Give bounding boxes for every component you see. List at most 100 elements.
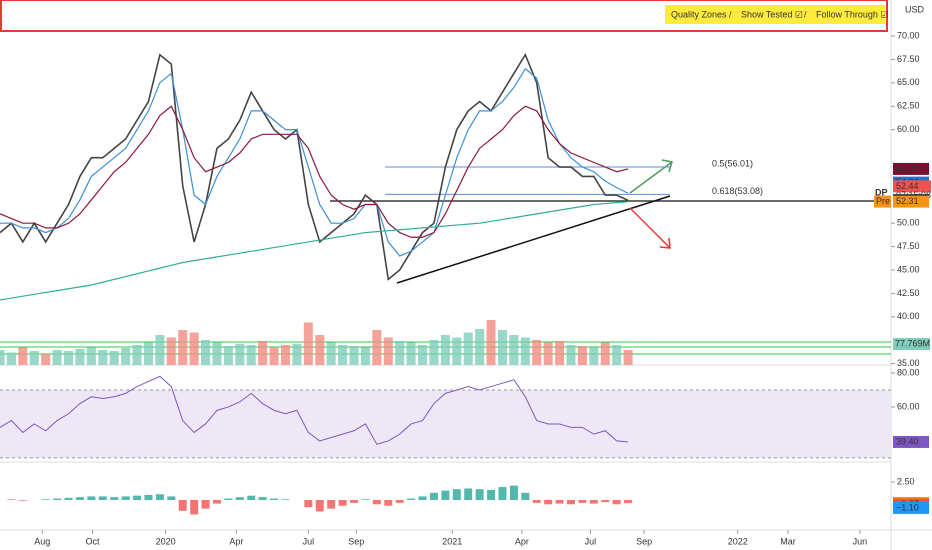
macd-bar <box>224 498 233 500</box>
volume-bar <box>64 351 74 365</box>
x-tick-label: Apr <box>229 536 243 546</box>
countdown: 07:15:08 <box>896 190 931 200</box>
volume-bar <box>132 345 142 365</box>
macd-bar <box>498 487 507 500</box>
macd-bar <box>384 499 393 506</box>
toolbar-quality[interactable]: Quality Zones <box>671 9 727 19</box>
toolbar[interactable] <box>665 5 885 24</box>
volume-bar <box>269 347 279 365</box>
macd-bar <box>612 499 621 505</box>
macd-bar <box>258 497 267 500</box>
last-price <box>893 180 931 193</box>
volume-bar <box>338 345 348 365</box>
volume-bar <box>577 346 587 365</box>
volume-bar <box>166 337 176 365</box>
macd-bar <box>110 497 119 500</box>
x-tick-label: Jul <box>303 536 315 546</box>
macd-bar <box>212 499 221 504</box>
macd-tick-label: 2.50 <box>897 476 915 486</box>
macd-bar <box>133 495 142 500</box>
x-tick-label: Oct <box>85 536 100 546</box>
volume-bar <box>349 346 359 365</box>
x-tick-label: 2020 <box>156 536 176 546</box>
volume-bar <box>109 351 119 365</box>
macd-bar <box>75 497 84 500</box>
rsi-badge-label: 39.40 <box>896 436 919 446</box>
volume-bar <box>497 330 507 365</box>
volume-bar <box>292 344 302 365</box>
toolbar-sep: / <box>804 9 807 19</box>
volume-bar <box>41 354 51 365</box>
volume-bar <box>201 340 211 365</box>
volume-bar <box>235 344 245 365</box>
volume-bar <box>212 342 222 365</box>
volume-bar <box>29 351 39 365</box>
volume-bar <box>600 342 610 365</box>
dp-label: DP <box>875 187 888 197</box>
rsi-tick-label: 60.00 <box>897 401 920 411</box>
volume-bar <box>360 347 370 365</box>
volume-bar <box>0 350 5 365</box>
toolbar-sep: / <box>729 9 732 19</box>
premarket-tag <box>874 195 891 208</box>
volume-bar <box>52 350 62 365</box>
macd-bar <box>350 499 359 503</box>
volume-bar <box>589 347 599 365</box>
macd-bar <box>395 499 404 503</box>
macd-bar <box>304 499 313 508</box>
volume-bar <box>406 342 416 365</box>
y-tick-label: 42.50 <box>897 288 920 298</box>
macd-bar <box>452 489 461 500</box>
volume-bar <box>280 345 290 365</box>
macd-bar <box>338 499 347 506</box>
volume-bar <box>189 332 199 365</box>
macd-bar <box>327 499 336 509</box>
volume-bar <box>143 342 153 365</box>
volume-bar <box>429 340 439 365</box>
macd-bar <box>167 496 176 500</box>
volume-bar <box>155 335 165 365</box>
y-tick-label: 40.00 <box>897 311 920 321</box>
toolbar-tested[interactable]: Show Tested ☑ <box>741 9 803 19</box>
currency: USD <box>905 4 925 14</box>
rsi-band <box>0 389 891 458</box>
macd-bar <box>475 489 484 500</box>
zone-box <box>0 0 888 32</box>
volume-bar <box>418 345 428 365</box>
volume-bar <box>246 345 256 365</box>
macd-bar <box>624 499 633 504</box>
rsi-badge <box>893 435 929 448</box>
x-tick-label: Apr <box>515 536 529 546</box>
volume-bar <box>98 350 108 365</box>
volume-bar <box>395 341 405 365</box>
macd-bar <box>7 499 16 500</box>
macd-badge-label: −1.10 <box>896 502 919 512</box>
macd-bar <box>532 499 541 503</box>
macd-bar <box>121 496 130 500</box>
price-line <box>0 105 629 238</box>
macd-bar <box>544 499 553 505</box>
macd-bar <box>247 495 256 500</box>
up-arrow-head <box>661 159 673 173</box>
volume-bar <box>326 342 336 365</box>
macd-bar <box>315 499 324 512</box>
toolbar-follow[interactable]: Follow Through ☑ <box>816 9 888 19</box>
volume-bar <box>258 341 268 365</box>
macd-bar <box>361 499 370 500</box>
volume-bar <box>623 350 633 365</box>
macd-bar <box>441 490 450 500</box>
volume-bar <box>372 330 382 365</box>
macd-bar <box>601 499 610 503</box>
price-line <box>0 67 629 257</box>
y-tick-label: 45.00 <box>897 264 920 274</box>
volume-badge <box>893 338 930 350</box>
y-tick-label: 60.00 <box>897 124 920 134</box>
macd-bar <box>509 485 518 500</box>
price-badge-label: 55.80 <box>896 163 919 173</box>
y-tick-label: 47.50 <box>897 241 920 251</box>
volume-bar <box>566 345 576 365</box>
x-tick-label: Aug <box>34 536 50 546</box>
macd-bar <box>407 498 416 500</box>
macd-bar <box>64 497 73 500</box>
